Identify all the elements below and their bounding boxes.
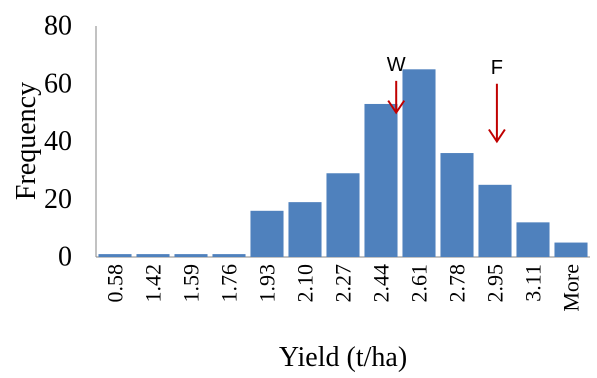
x-tick-label: 1.42 — [141, 264, 166, 303]
bar-3.11 — [516, 222, 550, 257]
y-tick-labels: 0 20 40 60 80 — [44, 11, 72, 273]
annotation-label-w: W — [387, 54, 406, 76]
bar-1.93 — [250, 210, 284, 257]
bar-1.42 — [136, 254, 170, 257]
bar-0.58 — [98, 254, 132, 257]
bar-2.27 — [326, 173, 360, 257]
x-tick-label: 1.93 — [255, 264, 280, 303]
x-tick-labels: 0.58 1.42 1.59 1.76 1.93 2.10 2.27 2.44 2.61 2.78… — [103, 264, 584, 312]
bar-more — [554, 242, 588, 257]
y-tick-label: 40 — [44, 126, 72, 157]
bar-2.10 — [288, 202, 322, 257]
bar-2.95 — [478, 184, 512, 257]
bar-2.44 — [364, 103, 398, 258]
x-tick-label: 3.11 — [521, 264, 546, 302]
x-tick-label: 0.58 — [103, 264, 128, 303]
bar-1.59 — [174, 254, 208, 257]
x-tick-label: 1.76 — [217, 264, 242, 303]
x-tick-label: 2.95 — [483, 264, 508, 303]
bar-2.78 — [440, 153, 474, 257]
y-axis-label: Frequency — [11, 82, 42, 200]
y-tick-label: 80 — [44, 11, 72, 42]
x-axis-label: Yield (t/ha) — [279, 342, 407, 373]
annotation-arrow-head-w — [387, 100, 406, 115]
bar-1.76 — [212, 254, 246, 257]
x-tick-label: 2.10 — [293, 264, 318, 303]
x-tick-label: 1.59 — [179, 264, 204, 303]
y-tick-label: 60 — [44, 68, 72, 99]
x-tick-label: More — [559, 264, 584, 312]
bars — [98, 69, 588, 258]
x-tick-label: 2.61 — [407, 264, 432, 303]
annotation-label-f: F — [491, 57, 503, 79]
y-tick-label: 20 — [44, 184, 72, 215]
bar-2.61 — [402, 69, 436, 257]
y-tick-label: 0 — [58, 242, 72, 273]
x-tick-label: 2.44 — [369, 264, 394, 303]
x-tick-label: 2.27 — [331, 264, 356, 303]
annotation-arrow-head-f — [488, 128, 506, 144]
x-tick-label: 2.78 — [445, 264, 470, 303]
